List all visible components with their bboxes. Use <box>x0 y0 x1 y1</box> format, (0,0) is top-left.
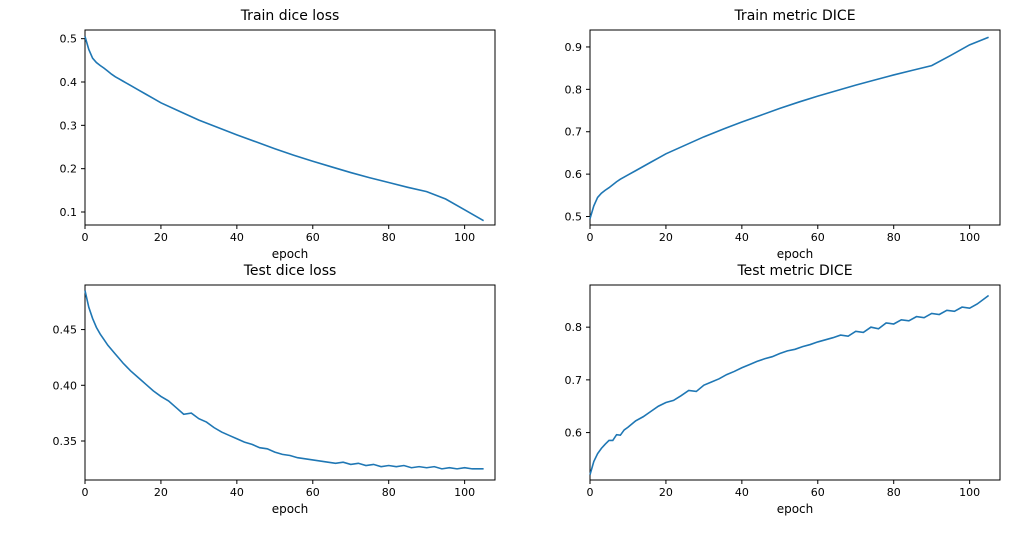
svg-text:100: 100 <box>959 486 980 499</box>
x-axis-label: epoch <box>85 502 495 516</box>
svg-text:40: 40 <box>735 231 749 244</box>
svg-text:40: 40 <box>230 486 244 499</box>
figure: Train dice loss 0204060801000.10.20.30.4… <box>0 0 1024 533</box>
svg-text:80: 80 <box>382 486 396 499</box>
svg-text:40: 40 <box>230 231 244 244</box>
chart-svg: 0204060801000.10.20.30.40.5 <box>85 30 495 225</box>
svg-text:0.8: 0.8 <box>565 321 583 334</box>
x-axis-label: epoch <box>85 247 495 261</box>
svg-text:0: 0 <box>587 231 594 244</box>
chart-svg: 0204060801000.60.70.8 <box>590 285 1000 480</box>
chart-svg: 0204060801000.350.400.45 <box>85 285 495 480</box>
svg-text:20: 20 <box>154 486 168 499</box>
svg-text:0: 0 <box>82 231 89 244</box>
svg-text:0.3: 0.3 <box>60 119 78 132</box>
svg-text:0.9: 0.9 <box>565 41 583 54</box>
svg-text:100: 100 <box>454 486 475 499</box>
svg-text:0: 0 <box>587 486 594 499</box>
svg-text:100: 100 <box>454 231 475 244</box>
chart-title: Train dice loss <box>85 8 495 24</box>
svg-text:0.8: 0.8 <box>565 83 583 96</box>
svg-text:0.35: 0.35 <box>53 435 78 448</box>
svg-text:0: 0 <box>82 486 89 499</box>
svg-text:60: 60 <box>306 231 320 244</box>
svg-text:0.40: 0.40 <box>53 379 78 392</box>
subplot-train-dice: Train metric DICE 0204060801000.50.60.70… <box>590 30 1000 225</box>
svg-text:60: 60 <box>811 486 825 499</box>
subplot-test-loss: Test dice loss 0204060801000.350.400.45 … <box>85 285 495 480</box>
svg-text:20: 20 <box>154 231 168 244</box>
svg-text:0.7: 0.7 <box>565 126 583 139</box>
svg-text:0.7: 0.7 <box>565 374 583 387</box>
svg-text:0.1: 0.1 <box>60 206 78 219</box>
chart-svg: 0204060801000.50.60.70.80.9 <box>590 30 1000 225</box>
svg-text:0.45: 0.45 <box>53 324 78 337</box>
x-axis-label: epoch <box>590 247 1000 261</box>
svg-text:20: 20 <box>659 486 673 499</box>
svg-text:0.6: 0.6 <box>565 427 583 440</box>
svg-text:20: 20 <box>659 231 673 244</box>
subplot-train-loss: Train dice loss 0204060801000.10.20.30.4… <box>85 30 495 225</box>
svg-text:0.4: 0.4 <box>60 76 78 89</box>
svg-text:0.2: 0.2 <box>60 163 78 176</box>
svg-text:0.6: 0.6 <box>565 168 583 181</box>
svg-text:40: 40 <box>735 486 749 499</box>
svg-text:80: 80 <box>382 231 396 244</box>
svg-text:80: 80 <box>887 486 901 499</box>
svg-text:100: 100 <box>959 231 980 244</box>
x-axis-label: epoch <box>590 502 1000 516</box>
chart-title: Train metric DICE <box>590 8 1000 24</box>
svg-text:0.5: 0.5 <box>60 33 78 46</box>
svg-text:0.5: 0.5 <box>565 211 583 224</box>
svg-text:60: 60 <box>811 231 825 244</box>
subplot-test-dice: Test metric DICE 0204060801000.60.70.8 e… <box>590 285 1000 480</box>
svg-text:80: 80 <box>887 231 901 244</box>
chart-title: Test dice loss <box>85 263 495 279</box>
chart-title: Test metric DICE <box>590 263 1000 279</box>
svg-text:60: 60 <box>306 486 320 499</box>
